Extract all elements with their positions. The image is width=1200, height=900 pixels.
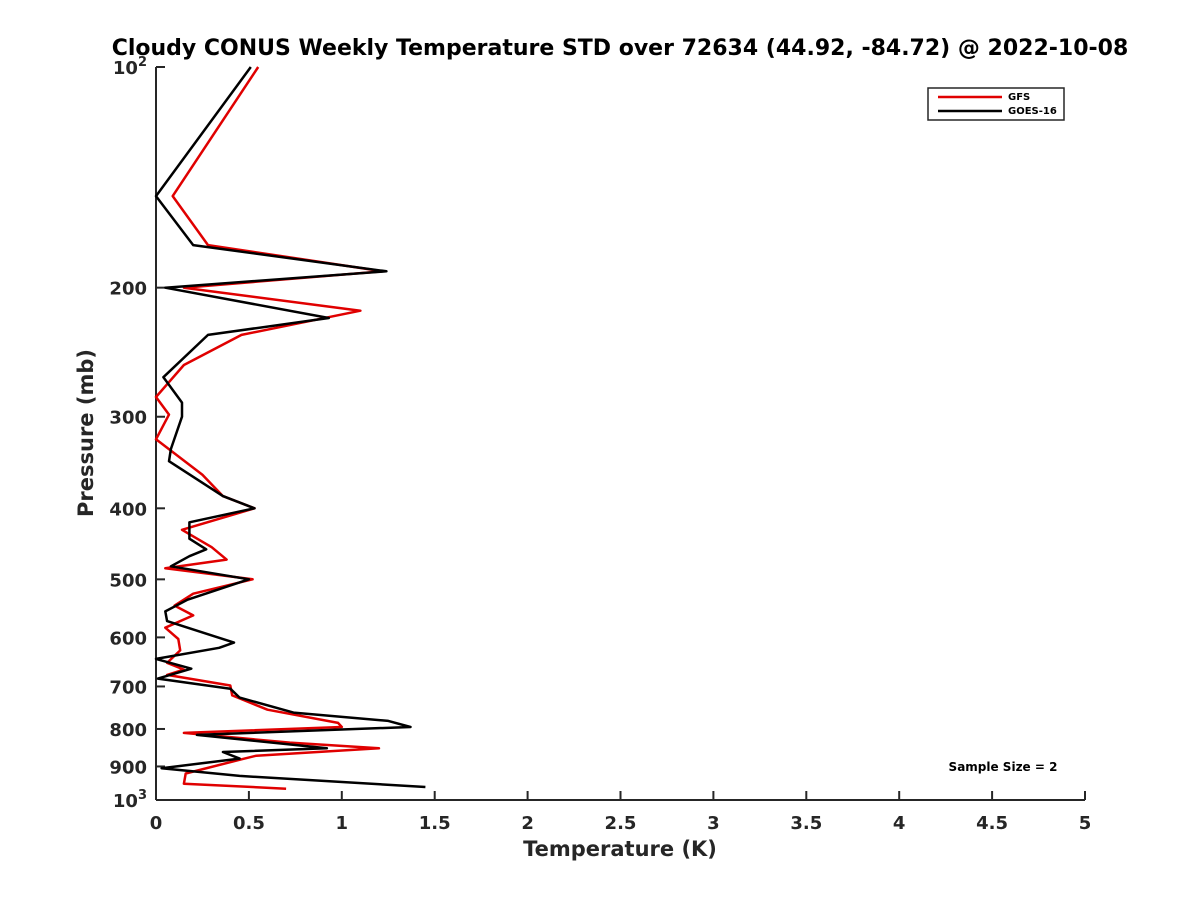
x-tick-label: 0 <box>150 813 163 834</box>
x-tick-label: 4.5 <box>976 813 1008 834</box>
legend-label-gfs: GFS <box>1008 92 1030 103</box>
y-tick-label: 102 <box>113 55 147 79</box>
y-tick-label: 700 <box>109 677 147 698</box>
x-tick-label: 4 <box>893 813 906 834</box>
x-tick-label: 2.5 <box>605 813 637 834</box>
y-tick-label: 103 <box>113 788 147 812</box>
series-line-goes-16 <box>154 66 426 789</box>
y-tick-label: 300 <box>109 408 147 429</box>
x-axis-ticks: 0 0.5 1 1.5 2 2.5 3 3.5 4 4.5 5 <box>150 791 1092 834</box>
x-tick-label: 5 <box>1079 813 1092 834</box>
legend-label-goes-16: GOES-16 <box>1008 106 1057 117</box>
y-tick-label: 800 <box>109 720 147 741</box>
x-tick-label: 1 <box>336 813 349 834</box>
y-tick-label: 600 <box>109 628 147 649</box>
plot-area <box>155 67 1085 801</box>
x-tick-label: 2 <box>521 813 534 834</box>
series-line-gfs <box>154 66 384 790</box>
y-tick-label: 400 <box>109 499 147 520</box>
legend: GFS GOES-16 <box>927 87 1065 121</box>
x-tick-label: 3 <box>707 813 720 834</box>
series-lines <box>154 66 426 790</box>
chart-title: Cloudy CONUS Weekly Temperature STD over… <box>112 36 1129 61</box>
sample-size-annotation: Sample Size = 2 <box>949 760 1058 774</box>
y-axis-label: Pressure (mb) <box>74 349 98 517</box>
y-axis-ticks: 102 200 300 400 500 600 700 800 900 103 <box>109 55 165 812</box>
y-tick-label: 900 <box>109 757 147 778</box>
x-tick-label: 1.5 <box>419 813 451 834</box>
x-tick-label: 3.5 <box>790 813 822 834</box>
y-tick-label: 500 <box>109 570 147 591</box>
x-tick-label: 0.5 <box>233 813 265 834</box>
y-tick-label: 200 <box>109 279 147 300</box>
x-axis-label: Temperature (K) <box>523 837 717 861</box>
legend-box <box>927 87 1065 121</box>
